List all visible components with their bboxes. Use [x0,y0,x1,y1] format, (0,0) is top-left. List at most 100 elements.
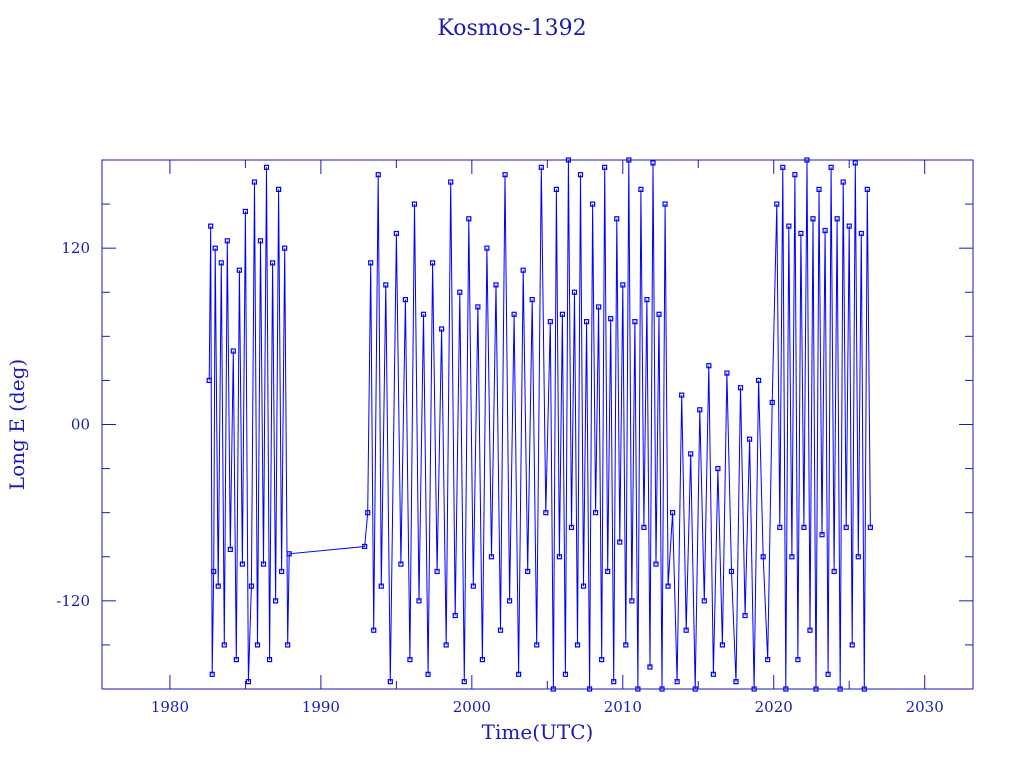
data-point [852,160,858,166]
data-point [855,554,861,560]
data-point [286,551,292,557]
data-point [656,311,662,317]
data-point [867,524,873,530]
data-point [697,407,703,413]
data-point [780,164,786,170]
data-point [479,657,486,663]
data-point [553,186,559,192]
data-point [434,568,440,575]
data-point [608,316,614,322]
data-point [365,510,371,516]
data-point [393,230,399,237]
data-point [420,311,427,317]
data-point [429,260,436,266]
data-point [864,186,870,192]
data-point [724,370,730,376]
data-point [706,363,712,369]
data-point [443,642,449,648]
data-point [260,561,267,567]
data-point [670,510,676,516]
data-point [843,524,849,530]
data-point [641,524,647,530]
data-point [728,568,735,575]
y-axis-label: Long E (deg) [5,359,29,490]
data-point [644,296,650,303]
data-point [209,671,215,677]
data-point [488,554,495,560]
data-point [425,671,431,677]
data-point [559,311,566,317]
data-point [828,164,834,170]
data-point [461,679,467,685]
data-point [470,583,476,589]
data-point [574,642,581,648]
data-point [760,554,766,560]
data-point [543,510,549,516]
data-point [798,230,804,237]
data-point [227,546,233,553]
data-point [457,289,463,295]
data-point [765,657,771,663]
data-point [206,377,212,384]
data-point [245,679,252,685]
data-point [801,524,807,530]
data-point [402,296,409,303]
data-point [571,289,578,295]
data-point [679,392,685,398]
data-point [547,319,553,325]
data-point [538,164,544,170]
data-point [263,164,270,170]
data-point [215,583,221,589]
data-point [520,267,526,273]
chart-title: Kosmos-1392 [437,16,587,41]
data-point [650,160,656,166]
data-point [484,245,490,251]
data-point [620,282,626,288]
data-point [795,657,801,663]
data-point [599,657,605,663]
data-point [632,319,638,325]
data-point [466,216,472,222]
data-point [583,319,590,325]
data-point [577,172,584,178]
x-tick-label: 2030 [906,698,944,716]
data-point [789,554,795,560]
data-point [737,385,744,391]
data-point [807,627,813,633]
data-point [647,664,653,670]
data-point [493,282,499,288]
data-point [834,216,840,222]
data-point [475,304,481,310]
data-point [596,304,602,310]
data-point [589,201,596,207]
data-point [398,561,404,567]
data-point [285,642,291,648]
data-point [452,612,458,619]
data-point [506,598,513,604]
data-point [701,598,707,604]
data-point [846,223,852,229]
data-point [269,260,276,266]
data-point [257,238,264,244]
data-point [792,172,798,178]
data-point [769,399,775,406]
data-point [556,554,562,560]
data-point [825,671,831,677]
x-axis-label: Time(UTC) [482,720,594,744]
data-point [502,172,508,178]
data-point [416,598,422,604]
data-point [831,568,837,575]
x-tick-label: 1990 [302,698,340,716]
y-tick-label: 00 [71,416,90,434]
data-point [810,216,816,222]
data-point [562,671,569,677]
data-point [819,532,825,538]
data-point [516,671,522,677]
data-point [236,267,242,273]
data-point [742,612,748,619]
data-point [208,223,214,229]
series-line [208,159,871,690]
data-point [629,598,635,604]
data-point [733,679,739,685]
data-point [605,568,611,575]
